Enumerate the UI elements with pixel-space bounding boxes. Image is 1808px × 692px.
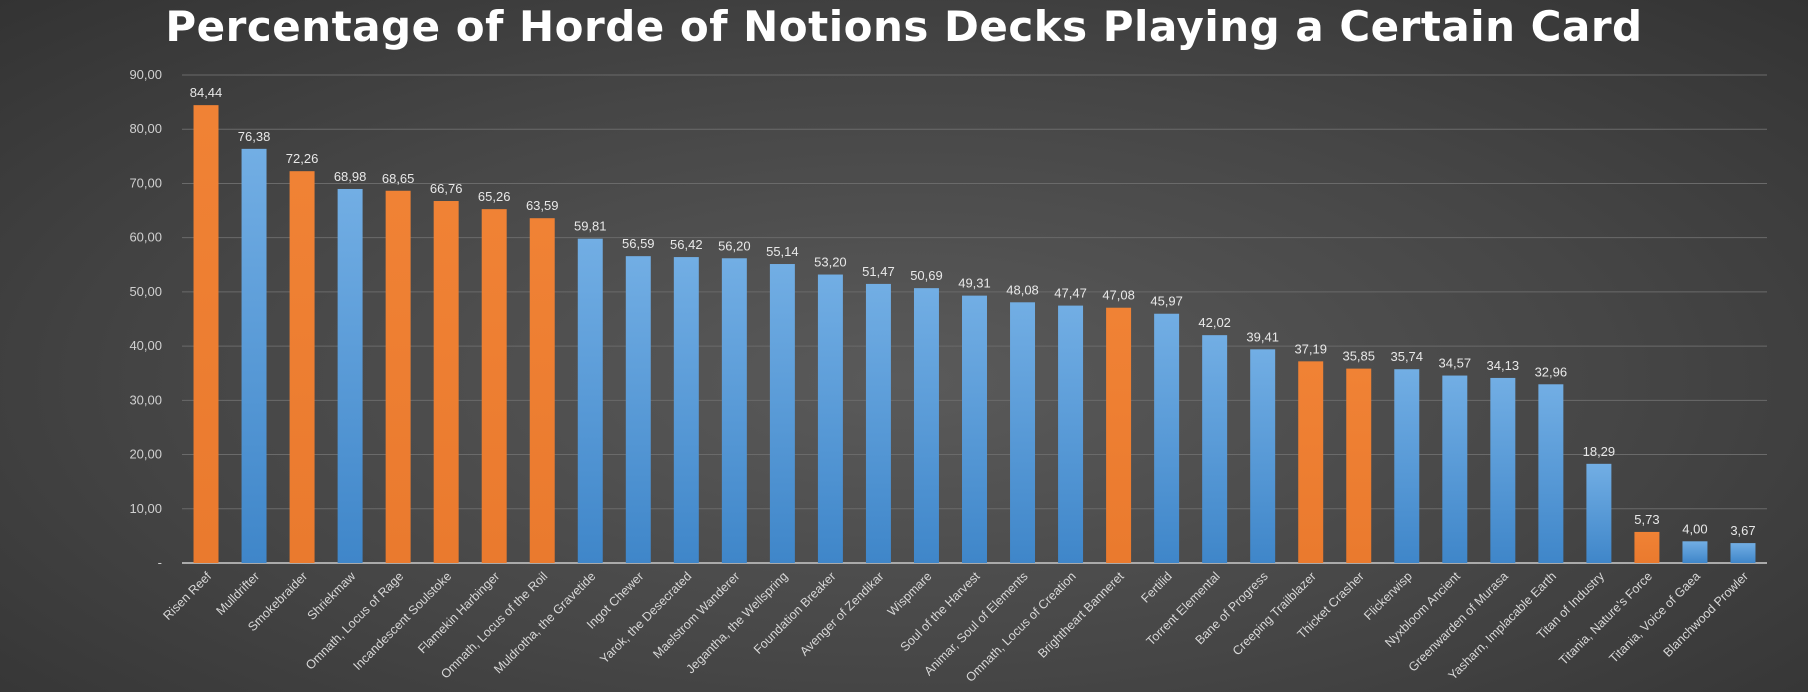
bar (1490, 377, 1516, 563)
bar (433, 201, 459, 563)
x-category-label: Mulldrifter (213, 569, 262, 618)
bar (865, 283, 891, 563)
x-category-label: Flamekin Harbinger (415, 569, 502, 656)
data-label: 32,96 (1535, 364, 1568, 379)
bar (241, 148, 267, 564)
bar (1202, 335, 1228, 563)
x-category-label: Omnath, Locus of Rage (303, 569, 406, 672)
data-label: 47,08 (1102, 288, 1135, 303)
bar (1394, 369, 1420, 563)
data-label: 63,59 (526, 198, 559, 213)
y-tick-label: 10,00 (129, 501, 162, 516)
bar (577, 238, 603, 563)
x-category-label: Avenger of Zendikar (797, 569, 886, 658)
data-label: 34,57 (1439, 356, 1472, 371)
bar (1010, 302, 1036, 563)
data-label: 72,26 (286, 151, 319, 166)
y-tick-label: - (158, 555, 162, 570)
bar (1538, 384, 1564, 563)
y-tick-label: 50,00 (129, 284, 162, 299)
y-tick-label: 60,00 (129, 230, 162, 245)
bar (721, 258, 747, 563)
x-category-label: Titania, Nature's Force (1556, 569, 1655, 668)
y-tick-label: 30,00 (129, 392, 162, 407)
data-label: 47,47 (1054, 286, 1087, 301)
bar (385, 190, 411, 563)
data-label: 76,38 (238, 129, 271, 144)
x-category-label: Fertilid (1138, 569, 1174, 605)
x-category-label: Muldrotha, the Gravetide (491, 569, 598, 676)
data-label: 56,59 (622, 236, 655, 251)
x-category-label: Incandescent Soulstoke (351, 569, 455, 673)
x-category-label: Maelstrom Wanderer (650, 569, 742, 661)
bar (1730, 543, 1756, 563)
data-label: 66,76 (430, 181, 463, 196)
x-category-label: Yarok, the Desecrated (597, 569, 694, 666)
y-tick-label: 40,00 (129, 338, 162, 353)
y-tick-label: 70,00 (129, 175, 162, 190)
data-label: 42,02 (1198, 315, 1231, 330)
data-label: 65,26 (478, 189, 511, 204)
data-label: 49,31 (958, 276, 991, 291)
data-label: 68,98 (334, 169, 367, 184)
x-category-label: Titania, Voice of Gaea (1607, 569, 1704, 666)
bar (1346, 368, 1372, 563)
bar (913, 288, 939, 563)
bar (1058, 305, 1084, 563)
y-tick-label: 90,00 (129, 67, 162, 82)
bar (1586, 463, 1612, 563)
data-label: 68,65 (382, 171, 415, 186)
data-label: 56,42 (670, 237, 703, 252)
x-category-label: Brightheart Banneret (1035, 569, 1127, 661)
data-label: 4,00 (1682, 521, 1707, 536)
bar (1442, 375, 1468, 563)
y-tick-label: 20,00 (129, 447, 162, 462)
x-category-label: Blanchwood Prowler (1661, 569, 1751, 659)
data-label: 51,47 (862, 264, 895, 279)
bar (1298, 361, 1324, 563)
data-label: 50,69 (910, 268, 943, 283)
data-label: 39,41 (1246, 329, 1279, 344)
data-label: 59,81 (574, 219, 607, 234)
data-label: 18,29 (1583, 444, 1616, 459)
chart-title: Percentage of Horde of Notions Decks Pla… (165, 2, 1643, 51)
bar (673, 257, 699, 563)
bar (337, 188, 363, 564)
bar (529, 218, 555, 564)
data-label: 3,67 (1730, 523, 1755, 538)
bar (962, 295, 987, 563)
bar (481, 209, 507, 563)
data-label: 84,44 (190, 85, 223, 100)
x-category-label: Foundation Breaker (751, 569, 839, 657)
bar (769, 264, 795, 563)
y-tick-label: 80,00 (129, 121, 162, 136)
data-label: 55,14 (766, 244, 799, 259)
data-label: 56,20 (718, 238, 751, 253)
bar (1106, 307, 1132, 563)
bar (289, 171, 315, 563)
x-category-label: Soul of the Harvest (898, 569, 983, 654)
data-label: 53,20 (814, 255, 847, 270)
data-label: 34,13 (1487, 358, 1520, 373)
data-label: 5,73 (1634, 512, 1659, 527)
x-category-label: Wispmare (885, 569, 935, 619)
bar (1634, 531, 1660, 563)
data-label: 45,97 (1150, 294, 1183, 309)
data-label: 48,08 (1006, 282, 1039, 297)
bar (1250, 349, 1276, 563)
x-category-label: Creeping Trailblazer (1230, 569, 1319, 658)
data-label: 35,74 (1390, 349, 1423, 364)
data-label: 35,85 (1342, 349, 1375, 364)
bar (1682, 541, 1708, 563)
bar (193, 105, 219, 563)
bar (625, 256, 651, 563)
bar (1154, 313, 1180, 563)
x-category-label: Risen Reef (161, 569, 215, 623)
data-label: 37,19 (1294, 341, 1327, 356)
bar (817, 274, 843, 563)
